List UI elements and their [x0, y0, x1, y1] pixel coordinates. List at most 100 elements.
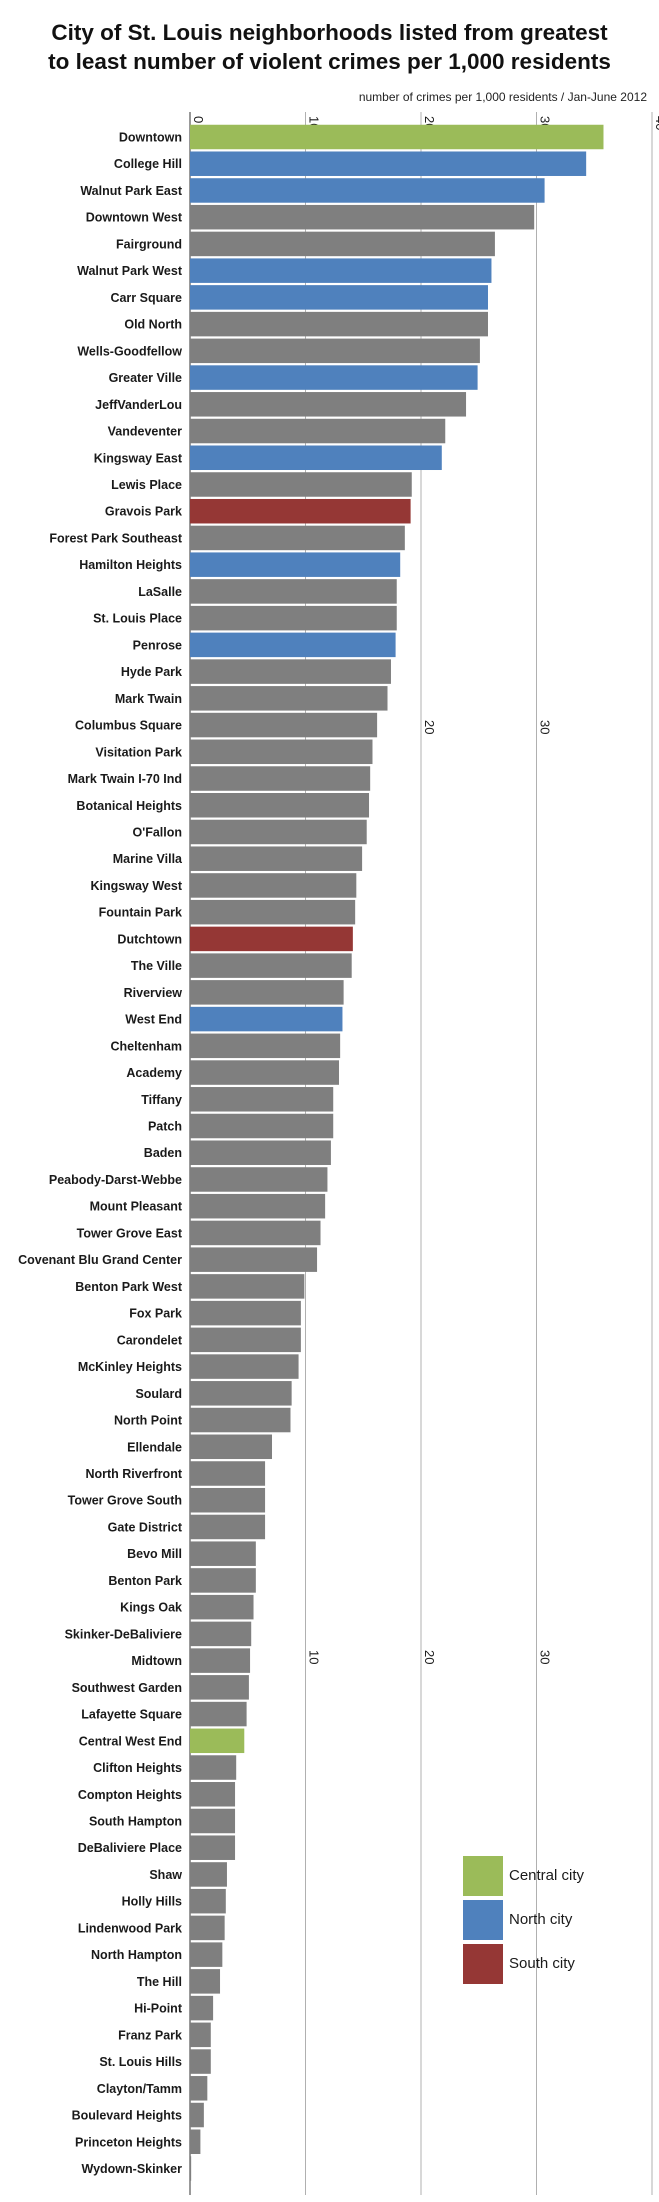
bar-walnut-park-west — [190, 258, 492, 283]
category-label-the-ville: The Ville — [131, 959, 182, 973]
category-label-north-riverfront: North Riverfront — [85, 1467, 182, 1481]
bar-ellendale — [190, 1434, 273, 1460]
category-label-skinker-debaliviere: Skinker-DeBaliviere — [65, 1627, 182, 1641]
bar-carr-square — [190, 285, 488, 310]
bar-mount-pleasant — [190, 1193, 326, 1219]
x-tick-label-0: 0 — [191, 116, 206, 123]
category-label-vandeventer: Vandeventer — [108, 425, 182, 439]
category-label-old-north: Old North — [124, 318, 182, 332]
category-label-south-hampton: South Hampton — [89, 1814, 182, 1828]
bar-clayton-tamm — [190, 2076, 208, 2101]
category-label-shaw: Shaw — [149, 1868, 182, 1882]
bar-greater-ville — [190, 365, 478, 390]
category-label-st-louis-place: St. Louis Place — [93, 612, 182, 626]
category-label-academy: Academy — [126, 1066, 182, 1080]
bar-lewis-place — [190, 472, 412, 497]
bar-west-end — [190, 1006, 343, 1032]
category-label-fairground: Fairground — [116, 237, 182, 251]
bar-princeton-heights — [190, 2129, 201, 2154]
category-label-compton-heights: Compton Heights — [78, 1788, 182, 1802]
category-label-debaliviere-place: DeBaliviere Place — [78, 1841, 182, 1855]
bar-fairground — [190, 231, 495, 257]
category-label-boulevard-heights: Boulevard Heights — [72, 2109, 182, 2123]
category-label-princeton-heights: Princeton Heights — [75, 2135, 182, 2149]
category-label-benton-park-west: Benton Park West — [75, 1280, 183, 1294]
legend-label-central-city: Central city — [509, 1867, 585, 1884]
bar-baden — [190, 1140, 331, 1165]
bar-penrose — [190, 632, 396, 658]
category-label-walnut-park-west: Walnut Park West — [77, 264, 183, 278]
category-label-columbus-square: Columbus Square — [75, 719, 182, 733]
bar-hi-point — [190, 1995, 214, 2021]
bar-tiffany — [190, 1087, 334, 1112]
bar-cheltenham — [190, 1033, 341, 1059]
bar-downtown-west — [190, 204, 535, 230]
bar-hyde-park — [190, 659, 391, 684]
category-label-carr-square: Carr Square — [110, 291, 182, 305]
bar-botanical-heights — [190, 793, 370, 818]
category-label-college-hill: College Hill — [114, 157, 182, 171]
bar-gate-district — [190, 1514, 266, 1540]
category-label-tower-grove-east: Tower Grove East — [77, 1226, 183, 1240]
bar-hamilton-heights — [190, 552, 401, 577]
category-label-kings-oak: Kings Oak — [120, 1601, 182, 1615]
category-label-bevo-mill: Bevo Mill — [127, 1547, 182, 1561]
category-label-visitation-park: Visitation Park — [95, 745, 182, 759]
category-label-walnut-park-east: Walnut Park East — [80, 184, 182, 198]
bar-debaliviere-place — [190, 1835, 236, 1860]
category-label-lasalle: LaSalle — [138, 585, 182, 599]
category-label-mark-twain: Mark Twain — [115, 692, 182, 706]
legend-item-south-city: South city — [463, 1944, 643, 1984]
bar-jeffvanderlou — [190, 392, 467, 417]
category-label-patch: Patch — [148, 1120, 182, 1134]
legend-label-south-city: South city — [509, 1955, 575, 1972]
bar-north-hampton — [190, 1942, 223, 1967]
category-label-lewis-place: Lewis Place — [111, 478, 182, 492]
bar-central-west-end — [190, 1728, 245, 1754]
bar-skinker-debaliviere — [190, 1621, 252, 1647]
bar-gravois-park — [190, 498, 411, 524]
bar-downtown — [190, 124, 604, 150]
category-label-jeffvanderlou: JeffVanderLou — [95, 398, 182, 412]
category-label-gravois-park: Gravois Park — [105, 505, 182, 519]
chart-title-line-1: City of St. Louis neighborhoods listed f… — [51, 20, 608, 45]
category-label-the-hill: The Hill — [137, 1975, 182, 1989]
category-label-riverview: Riverview — [124, 986, 183, 1000]
category-label-o-fallon: O'Fallon — [133, 825, 183, 839]
category-label-penrose: Penrose — [133, 638, 182, 652]
category-label-fountain-park: Fountain Park — [99, 906, 182, 920]
category-label-west-end: West End — [125, 1013, 182, 1027]
bar-kings-oak — [190, 1594, 254, 1620]
chart-title-line-2: to least number of violent crimes per 1,… — [48, 49, 611, 74]
legend-label-north-city: North city — [509, 1911, 573, 1928]
bar-marine-villa — [190, 846, 363, 871]
category-label-north-point: North Point — [114, 1414, 183, 1428]
bar-franz-park — [190, 2022, 211, 2048]
bar-the-hill — [190, 1969, 221, 1994]
bar-fountain-park — [190, 899, 356, 925]
x-tick-label-40: 40 — [653, 116, 659, 130]
bar-lafayette-square — [190, 1701, 247, 1727]
bar-tower-grove-south — [190, 1487, 266, 1513]
bar-academy — [190, 1060, 339, 1085]
bar-mark-twain-i-70-ind — [190, 766, 371, 791]
bar-fox-park — [190, 1300, 301, 1326]
category-label-marine-villa: Marine Villa — [113, 852, 183, 866]
bar-clifton-heights — [190, 1755, 237, 1780]
bar-college-hill — [190, 151, 587, 176]
x-tick-label-repeat-30-1: 30 — [538, 720, 553, 734]
bar-dutchtown — [190, 926, 353, 952]
category-label-tiffany: Tiffany — [141, 1093, 182, 1107]
category-label-st-louis-hills: St. Louis Hills — [99, 2055, 182, 2069]
category-label-covenant-blu-grand-center: Covenant Blu Grand Center — [18, 1253, 182, 1267]
category-label-downtown: Downtown — [119, 131, 182, 145]
category-label-southwest-garden: Southwest Garden — [72, 1681, 182, 1695]
category-label-lafayette-square: Lafayette Square — [81, 1708, 182, 1722]
bar-lindenwood-park — [190, 1915, 225, 1941]
category-label-gate-district: Gate District — [108, 1520, 183, 1534]
bar-wells-goodfellow — [190, 338, 480, 364]
legend-swatch-south-city — [463, 1944, 503, 1984]
category-label-ellendale: Ellendale — [127, 1440, 182, 1454]
category-label-north-hampton: North Hampton — [91, 1948, 182, 1962]
category-label-mark-twain-i-70-ind: Mark Twain I-70 Ind — [68, 772, 182, 786]
